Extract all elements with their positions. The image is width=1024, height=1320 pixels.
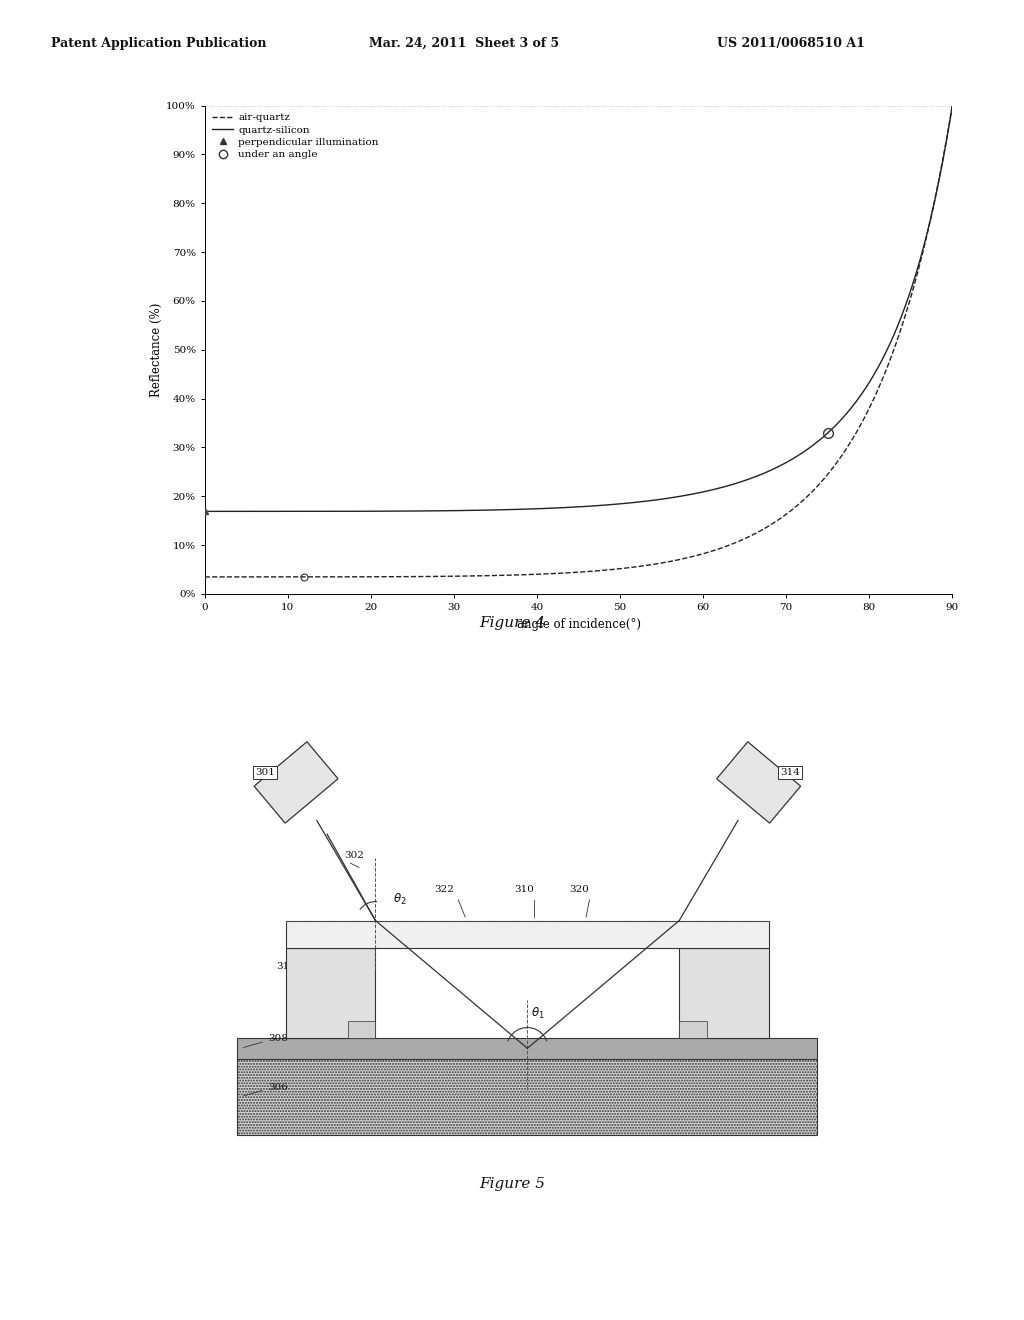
Text: 326: 326 bbox=[684, 982, 703, 991]
Polygon shape bbox=[238, 1038, 817, 1059]
Text: 301: 301 bbox=[255, 768, 274, 776]
Text: 302: 302 bbox=[344, 851, 365, 861]
Text: Patent Application Publication: Patent Application Publication bbox=[51, 37, 266, 50]
Polygon shape bbox=[679, 1020, 707, 1038]
Legend: air-quartz, quartz-silicon, perpendicular illumination, under an angle: air-quartz, quartz-silicon, perpendicula… bbox=[210, 111, 381, 161]
Text: 306: 306 bbox=[268, 1082, 289, 1092]
Text: 324: 324 bbox=[741, 932, 761, 940]
Text: Mar. 24, 2011  Sheet 3 of 5: Mar. 24, 2011 Sheet 3 of 5 bbox=[369, 37, 559, 50]
Text: US 2011/0068510 A1: US 2011/0068510 A1 bbox=[717, 37, 864, 50]
Polygon shape bbox=[717, 742, 801, 824]
X-axis label: angle of incidence(°): angle of incidence(°) bbox=[516, 618, 641, 631]
Polygon shape bbox=[348, 1020, 376, 1038]
Polygon shape bbox=[286, 948, 376, 1038]
Text: 310: 310 bbox=[514, 884, 534, 894]
Text: 314: 314 bbox=[780, 768, 800, 776]
Text: 320: 320 bbox=[569, 884, 589, 894]
Polygon shape bbox=[286, 920, 769, 948]
Text: 324: 324 bbox=[300, 929, 319, 937]
Text: 322: 322 bbox=[434, 884, 455, 894]
Text: Figure 4: Figure 4 bbox=[479, 616, 545, 630]
Polygon shape bbox=[254, 742, 338, 824]
Y-axis label: Reflectance (%): Reflectance (%) bbox=[151, 302, 163, 397]
Polygon shape bbox=[679, 948, 769, 1038]
Text: $\theta_1$: $\theta_1$ bbox=[530, 1006, 545, 1022]
Polygon shape bbox=[238, 1059, 817, 1135]
Text: 312: 312 bbox=[275, 962, 296, 972]
Text: $\theta_2$: $\theta_2$ bbox=[393, 892, 407, 907]
Text: 308: 308 bbox=[268, 1035, 289, 1043]
Text: Figure 5: Figure 5 bbox=[479, 1177, 545, 1191]
